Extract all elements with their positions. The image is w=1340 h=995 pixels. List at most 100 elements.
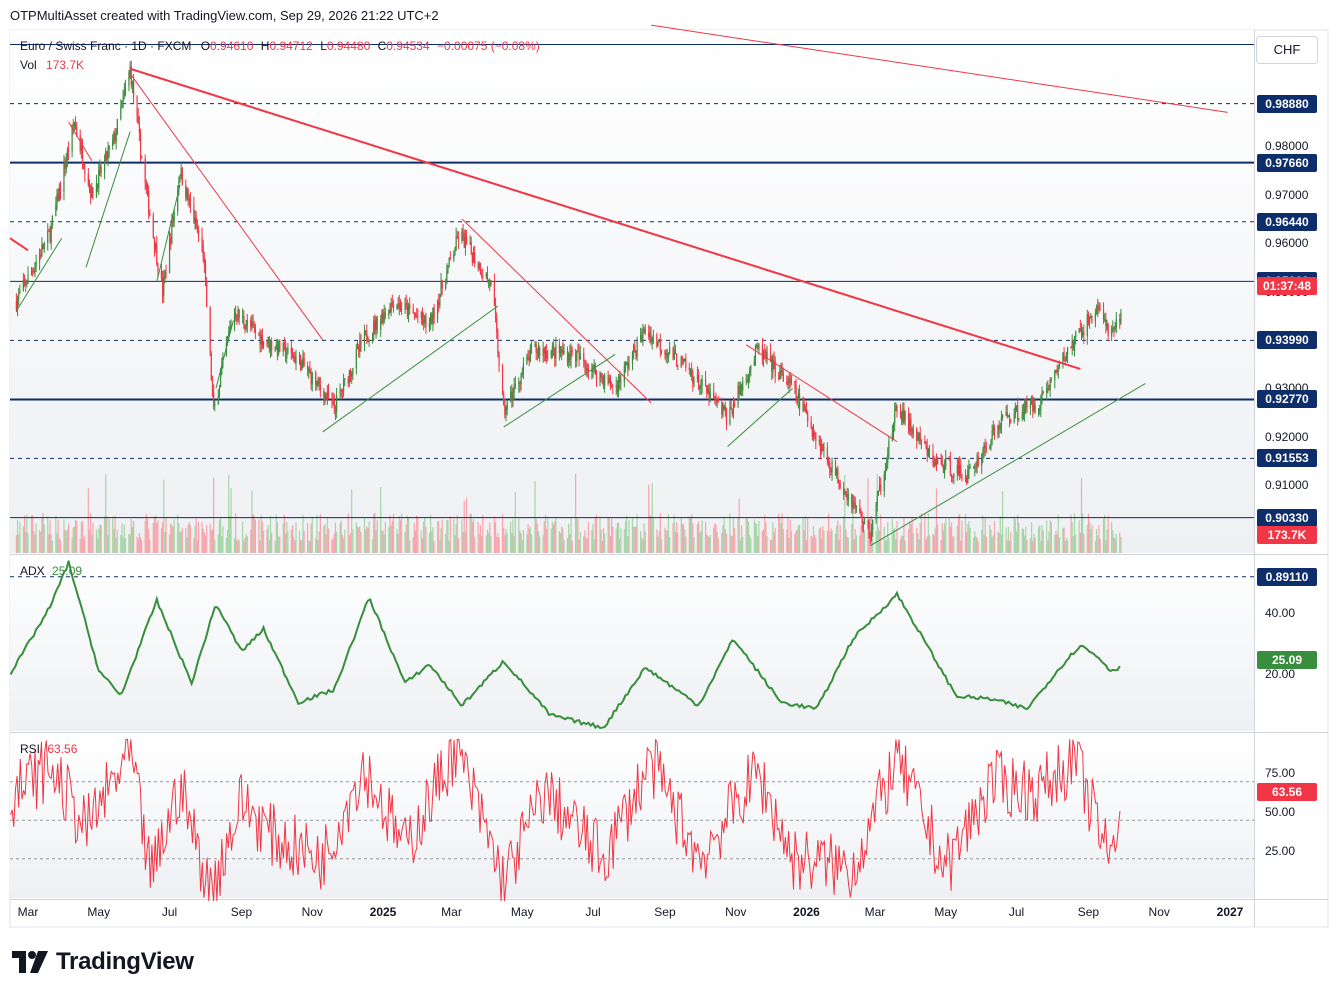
volume-bar — [762, 529, 765, 553]
volume-bar — [271, 533, 273, 553]
volume-bar — [587, 521, 589, 553]
volume-bar — [252, 514, 254, 553]
candle-body — [631, 352, 634, 364]
currency-button[interactable]: CHF — [1256, 36, 1318, 64]
candle-body — [1115, 318, 1117, 328]
candle-body — [1013, 414, 1015, 423]
volume-bar — [1098, 525, 1100, 553]
volume-bar — [853, 539, 855, 553]
candle-body — [1062, 352, 1064, 363]
candle-body — [852, 501, 854, 508]
volume-bar — [757, 536, 759, 553]
candle-body — [510, 392, 512, 401]
volume-bar — [912, 532, 914, 553]
candle-body — [375, 317, 377, 331]
candle-body — [579, 353, 581, 360]
candle-body — [355, 349, 357, 369]
tradingview-logo[interactable]: TradingView — [12, 947, 194, 977]
candle-body — [469, 242, 471, 244]
volume-bar — [376, 520, 378, 553]
adx-label[interactable]: ADX — [20, 564, 45, 578]
price-axis-label: 0.97000 — [1265, 187, 1309, 202]
volume-bar — [818, 528, 820, 553]
volume-bar — [1021, 528, 1023, 553]
candle-body — [163, 277, 165, 296]
volume-bar — [677, 532, 679, 553]
trendline — [870, 383, 1146, 547]
candle-body — [300, 355, 302, 371]
candle-body — [1015, 405, 1018, 407]
candle-body — [478, 263, 480, 269]
volume-bar — [566, 537, 569, 553]
candle-body — [707, 388, 709, 393]
candle-body — [325, 393, 327, 400]
volume-bar — [1079, 532, 1081, 553]
volume-bar — [876, 474, 878, 553]
volume-bar — [131, 526, 134, 553]
volume-bar — [130, 518, 132, 553]
volume-bar — [397, 533, 399, 553]
volume-bar — [688, 516, 690, 553]
volume-bar — [805, 540, 808, 553]
volume-bar — [447, 519, 449, 553]
volume-bar — [341, 534, 344, 553]
time-axis-label: Jul — [585, 905, 601, 919]
volume-bar — [374, 513, 376, 553]
volume-bar — [617, 522, 620, 553]
volume-bar — [16, 519, 19, 553]
candle-body — [530, 345, 533, 347]
candle-body — [796, 397, 798, 401]
candle-body — [201, 236, 203, 246]
volume-bar — [750, 538, 752, 553]
minor-trendline — [68, 121, 93, 162]
candle-body — [769, 351, 772, 357]
volume-bar — [436, 521, 439, 553]
volume-bar — [812, 526, 815, 553]
candle-body — [398, 303, 400, 308]
candle-body — [851, 494, 853, 508]
volume-bar — [84, 535, 86, 553]
candle-body — [586, 367, 588, 371]
volume-bar — [684, 529, 686, 553]
volume-bar — [1091, 524, 1093, 553]
volume-bar — [124, 538, 127, 553]
volume-label[interactable]: Vol — [20, 58, 37, 72]
candle-body — [340, 389, 342, 391]
volume-bar — [177, 514, 179, 553]
candle-body — [177, 190, 179, 211]
adx-legend-value: 25.09 — [52, 564, 83, 578]
volume-bar — [601, 540, 603, 553]
candle-body — [880, 484, 882, 492]
adx-axis-20: 20.00 — [1265, 667, 1296, 681]
candle-body — [608, 378, 610, 384]
rsi-axis-50: 50.00 — [1265, 805, 1296, 819]
volume-bar — [802, 518, 804, 553]
rsi-label[interactable]: RSI — [20, 742, 41, 756]
candle-body — [359, 340, 361, 352]
candle-body — [558, 344, 560, 354]
symbol-name[interactable]: Euro / Swiss Franc · 1D · FXCM — [20, 39, 192, 53]
candle-body — [568, 353, 570, 363]
volume-bar — [815, 537, 817, 553]
candle-body — [894, 410, 896, 424]
volume-bar — [380, 487, 382, 553]
candle-body — [1066, 346, 1069, 355]
price-axis-label: 0.92000 — [1265, 429, 1309, 444]
time-axis-label: Mar — [441, 905, 462, 919]
volume-bar — [941, 523, 943, 553]
candle-body — [146, 188, 149, 192]
candle-body — [230, 325, 232, 327]
volume-bar — [226, 529, 229, 553]
candle-body — [245, 325, 247, 330]
volume-bar — [926, 536, 928, 553]
volume-bar — [555, 518, 557, 553]
time-axis[interactable]: Mar May Jul Sep Nov 2025 Mar May Jul Sep Nov 2026 Ma… — [10, 903, 1328, 923]
minor-trendlines — [15, 73, 898, 447]
candle-body — [221, 366, 223, 375]
volume-bar — [737, 517, 739, 553]
candle-body — [284, 344, 287, 359]
candle-body — [275, 344, 277, 350]
candle-body — [908, 411, 910, 432]
candle-body — [106, 151, 108, 160]
